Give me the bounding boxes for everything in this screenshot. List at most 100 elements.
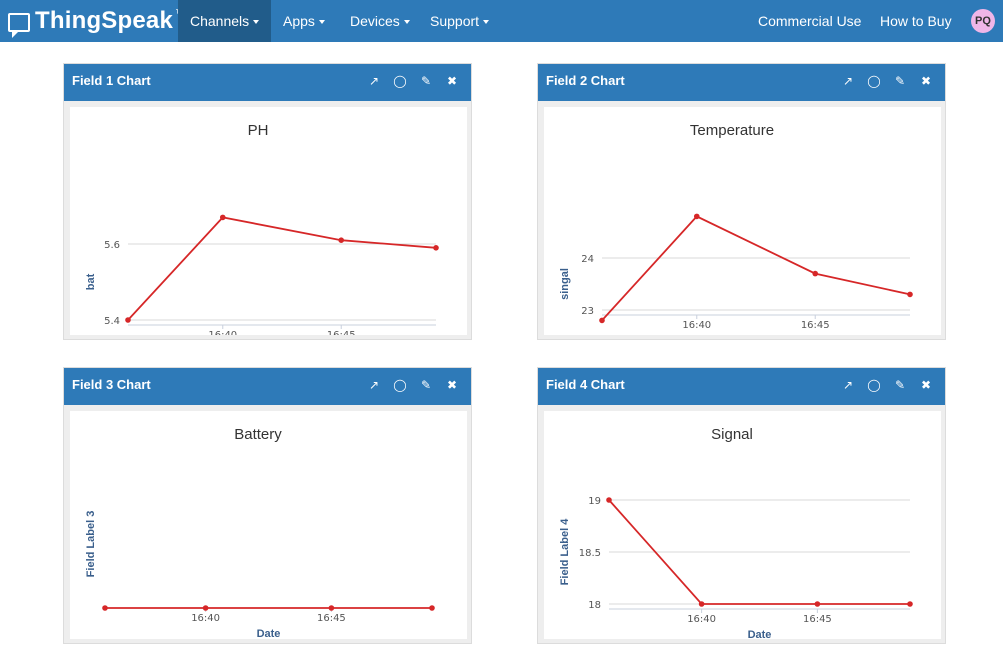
close-icon[interactable]: ✖ [920, 73, 932, 88]
data-point [328, 605, 335, 611]
data-point [599, 317, 605, 324]
field-3-panel: Field 3 Chart ↗ ◯ ✎ ✖ Battery 16:40 16:45 D… [63, 367, 472, 644]
data-point [693, 213, 700, 220]
data-point [907, 291, 913, 298]
chart-title: Battery [234, 426, 282, 443]
x-axis-label: Date [257, 628, 281, 639]
x-axis-label: Date [748, 629, 772, 639]
comment-icon[interactable]: ◯ [393, 73, 407, 88]
external-link-icon[interactable]: ↗ [368, 73, 380, 88]
top-navbar: ThingSpeak ™ Channels Apps Devices Suppo… [0, 0, 1003, 42]
nav-devices[interactable]: Devices [338, 0, 422, 42]
comment-icon[interactable]: ◯ [867, 73, 881, 88]
nav-channels[interactable]: Channels [178, 0, 272, 42]
y-tick-label: 19 [588, 496, 601, 507]
panel-title: Field 4 Chart [546, 377, 625, 392]
panel-actions: ↗ ◯ ✎ ✖ [829, 64, 933, 97]
x-tick-label: 16:45 [801, 320, 830, 331]
chevron-down-icon [403, 20, 410, 25]
y-axis-label: bat [85, 273, 97, 290]
comment-icon[interactable]: ◯ [393, 377, 407, 392]
brand-name: ThingSpeak [35, 7, 174, 34]
data-point [102, 605, 108, 611]
panel-header: Field 4 Chart ↗ ◯ ✎ ✖ [538, 368, 945, 405]
x-tick-label: 16:40 [208, 330, 237, 335]
pencil-icon[interactable]: ✎ [420, 73, 432, 88]
x-tick-label: 16:40 [687, 614, 716, 625]
data-point [338, 237, 345, 243]
panel-title: Field 3 Chart [72, 377, 151, 392]
data-point [814, 601, 821, 607]
chart-title: PH [248, 122, 269, 139]
data-point [202, 605, 209, 611]
y-tick-label: 24 [581, 254, 594, 265]
data-point [125, 317, 131, 323]
external-link-icon[interactable]: ↗ [368, 377, 380, 392]
chevron-down-icon [253, 20, 260, 25]
y-tick-label: 5.6 [104, 240, 120, 251]
series-line [601, 215, 911, 322]
nav-support-label: Support [430, 13, 480, 29]
close-icon[interactable]: ✖ [920, 377, 932, 392]
panel-header: Field 2 Chart ↗ ◯ ✎ ✖ [538, 64, 945, 101]
nav-devices-label: Devices [350, 13, 400, 29]
panel-header: Field 1 Chart ↗ ◯ ✎ ✖ [64, 64, 471, 101]
pencil-icon[interactable]: ✎ [894, 377, 906, 392]
y-tick-label: 18 [588, 600, 601, 611]
chart-title: Temperature [690, 122, 774, 139]
y-tick-label: 5.4 [104, 316, 120, 327]
panel-actions: ↗ ◯ ✎ ✖ [829, 368, 933, 401]
y-axis-label: singal [559, 268, 571, 300]
nav-how-to-buy[interactable]: How to Buy [880, 13, 952, 29]
y-axis-label: Field Label 4 [559, 518, 571, 586]
nav-commercial-use[interactable]: Commercial Use [758, 13, 862, 29]
x-tick-label: 16:40 [682, 320, 711, 331]
chart-area: Signal 18 18.5 19 16:40 16:45 Date Field Label … [544, 411, 941, 639]
user-avatar[interactable]: PQ [971, 9, 995, 33]
panel-title: Field 2 Chart [546, 73, 625, 88]
data-point [698, 601, 705, 607]
data-point [429, 605, 435, 611]
external-link-icon[interactable]: ↗ [842, 73, 854, 88]
panel-title: Field 1 Chart [72, 73, 151, 88]
nav-support[interactable]: Support [418, 0, 501, 42]
comment-icon[interactable]: ◯ [867, 377, 881, 392]
panel-actions: ↗ ◯ ✎ ✖ [355, 64, 459, 97]
nav-apps-label: Apps [283, 13, 315, 29]
field-2-chart: Temperature232416:4016:45DatesingalThing… [559, 122, 913, 331]
data-point [812, 270, 819, 277]
chart-area: Temperature232416:4016:45DatesingalThing… [544, 107, 941, 335]
y-axis-label: Field Label 3 [85, 511, 97, 578]
thingspeak-logo[interactable]: ThingSpeak ™ [8, 6, 186, 38]
x-tick-label: 16:45 [317, 613, 346, 624]
series-line [608, 499, 910, 605]
data-point [907, 601, 913, 607]
x-tick-label: 16:45 [327, 330, 356, 335]
x-tick-label: 16:40 [191, 613, 220, 624]
close-icon[interactable]: ✖ [446, 73, 458, 88]
panel-header: Field 3 Chart ↗ ◯ ✎ ✖ [64, 368, 471, 405]
field-4-chart: Signal 18 18.5 19 16:40 16:45 Date Field Label … [559, 426, 913, 639]
y-tick-label: 23 [581, 306, 594, 317]
data-point [219, 214, 226, 221]
field-1-panel: Field 1 Chart ↗ ◯ ✎ ✖ PH 5.4 5.6 16:40 16:45… [63, 63, 472, 340]
series-line [127, 216, 437, 321]
chevron-down-icon [318, 20, 325, 25]
nav-apps[interactable]: Apps [271, 0, 337, 42]
pencil-icon[interactable]: ✎ [894, 73, 906, 88]
external-link-icon[interactable]: ↗ [842, 377, 854, 392]
chevron-down-icon [483, 20, 490, 25]
x-tick-label: 16:45 [803, 614, 832, 625]
chart-title: Signal [711, 426, 753, 443]
data-point [433, 245, 439, 251]
speech-bubble-icon [8, 12, 30, 38]
nav-channels-label: Channels [190, 13, 250, 29]
field-2-panel: Field 2 Chart ↗ ◯ ✎ ✖ Temperature 23 24 16:… [537, 63, 946, 340]
field-4-panel: Field 4 Chart ↗ ◯ ✎ ✖ Signal 18 18.5 19 16:4… [537, 367, 946, 644]
close-icon[interactable]: ✖ [446, 377, 458, 392]
pencil-icon[interactable]: ✎ [420, 377, 432, 392]
